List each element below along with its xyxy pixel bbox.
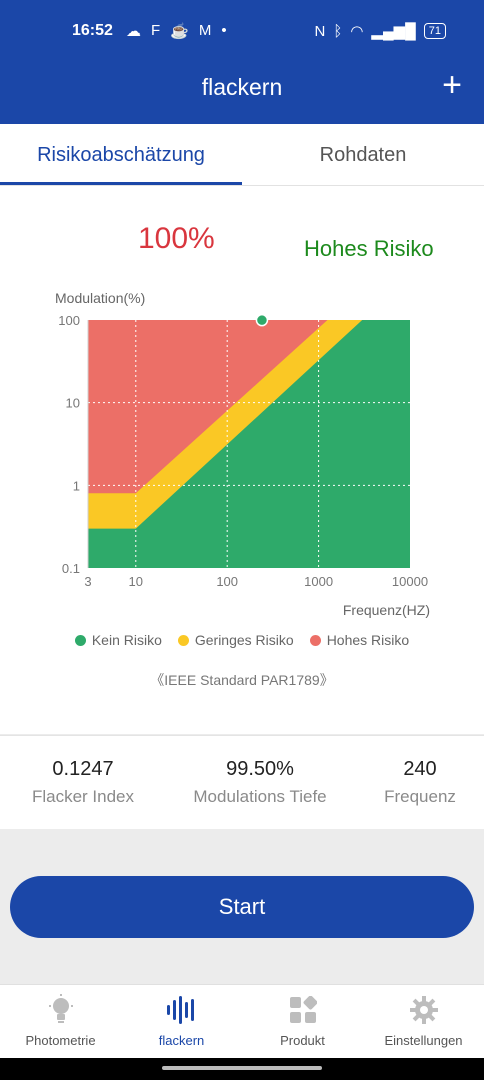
y-tick-label: 1 bbox=[73, 478, 80, 493]
notification-icons: ☁ F ☕ M • bbox=[126, 22, 227, 40]
mail-icon: M bbox=[198, 22, 212, 39]
nav-label: Produkt bbox=[280, 1033, 325, 1048]
tab-indicator bbox=[0, 182, 242, 185]
risk-chart: Modulation(%) Frequenz(HZ) 3 10 100 1000 100… bbox=[55, 290, 430, 618]
stat-label: Flacker Index bbox=[31, 787, 135, 806]
x-axis-label: Frequenz(HZ) bbox=[343, 602, 430, 618]
x-tick-label: 10000 bbox=[392, 574, 428, 589]
risk-percent: 100% bbox=[138, 222, 215, 255]
nav-label: flackern bbox=[158, 1033, 205, 1048]
page-title: flackern bbox=[201, 74, 283, 100]
top-bar: 16:52 ☁ F ☕ M • N ᛒ ◠ ▂▄▆█ 71 flackern + bbox=[0, 0, 484, 124]
legend-dot-icon bbox=[309, 634, 321, 646]
signal-icon: ▂▄▆█ bbox=[371, 23, 416, 40]
frequency-stat: 240 Frequenz bbox=[354, 758, 484, 807]
y-axis-label: Modulation(%) bbox=[55, 290, 145, 306]
cloud-icon: ☁ bbox=[126, 23, 141, 40]
tab-risk-assessment[interactable]: Risikoabschätzung bbox=[37, 144, 205, 166]
bottom-nav: Photometrie flackern Produkt Einstellung… bbox=[0, 984, 484, 1058]
legend-item: Kein Risiko bbox=[74, 632, 162, 648]
nav-photometrie[interactable]: Photometrie bbox=[0, 993, 121, 1048]
bluetooth-icon: ᛒ bbox=[333, 22, 343, 40]
risk-level-label: Hohes Risiko bbox=[304, 236, 434, 261]
nav-label: Einstellungen bbox=[384, 1033, 463, 1048]
grid-icon bbox=[242, 993, 363, 1027]
x-tick-label: 10 bbox=[129, 574, 143, 589]
y-tick-label: 0.1 bbox=[62, 561, 80, 576]
legend-label: Kein Risiko bbox=[91, 632, 162, 648]
cup-icon: ☕ bbox=[170, 23, 189, 40]
y-tick-label: 100 bbox=[58, 313, 80, 328]
nav-label: Photometrie bbox=[25, 1033, 96, 1048]
legend-dot-icon bbox=[177, 634, 189, 646]
battery-icon: 71 bbox=[423, 23, 446, 39]
y-tick-label: 10 bbox=[66, 396, 80, 411]
nav-flackern[interactable]: flackern bbox=[121, 993, 242, 1048]
legend-item: Hohes Risiko bbox=[309, 632, 410, 648]
stat-value: 240 bbox=[403, 758, 437, 780]
tab-bar: Risikoabschätzung Rohdaten bbox=[0, 124, 484, 186]
gear-icon bbox=[363, 993, 484, 1027]
bulb-icon bbox=[0, 993, 121, 1027]
stat-label: Modulations Tiefe bbox=[193, 787, 327, 806]
tab-raw-data[interactable]: Rohdaten bbox=[319, 144, 407, 166]
flicker-index-stat: 0.1247 Flacker Index bbox=[0, 758, 166, 807]
modulation-depth-stat: 99.50% Modulations Tiefe bbox=[166, 758, 354, 807]
standard-reference: 《IEEE Standard PAR1789》 bbox=[150, 672, 334, 688]
status-time: 16:52 bbox=[72, 22, 113, 39]
measurement-point bbox=[255, 313, 269, 327]
nfc-icon: N bbox=[314, 22, 326, 40]
x-tick-label: 1000 bbox=[304, 574, 333, 589]
chart-legend: Kein Risiko Geringes Risiko Hohes Risiko bbox=[0, 632, 484, 648]
add-button[interactable]: + bbox=[442, 66, 462, 104]
system-icons: N ᛒ ◠ ▂▄▆█ 71 bbox=[314, 22, 446, 40]
more-dot-icon: • bbox=[221, 22, 227, 39]
x-tick-label: 100 bbox=[216, 574, 238, 589]
legend-label: Hohes Risiko bbox=[326, 632, 410, 648]
wifi-icon: ◠ bbox=[350, 23, 364, 40]
home-indicator bbox=[162, 1066, 322, 1070]
start-button[interactable]: Start bbox=[10, 876, 474, 938]
stat-label: Frequenz bbox=[384, 787, 456, 806]
stat-value: 99.50% bbox=[226, 758, 294, 780]
region-no-risk bbox=[88, 320, 410, 568]
stats-panel: 0.1247 Flacker Index 99.50% Modulations … bbox=[0, 735, 484, 829]
legend-label: Geringes Risiko bbox=[194, 632, 294, 648]
nav-produkt[interactable]: Produkt bbox=[242, 993, 363, 1048]
legend-item: Geringes Risiko bbox=[177, 632, 294, 648]
status-bar: 16:52 ☁ F ☕ M • N ᛒ ◠ ▂▄▆█ 71 bbox=[0, 0, 484, 62]
stat-value: 0.1247 bbox=[52, 758, 114, 780]
x-tick-label: 3 bbox=[84, 574, 91, 589]
f-app-icon: F bbox=[151, 22, 161, 39]
nav-einstellungen[interactable]: Einstellungen bbox=[363, 993, 484, 1048]
legend-dot-icon bbox=[74, 634, 86, 646]
waveform-icon bbox=[121, 993, 242, 1027]
